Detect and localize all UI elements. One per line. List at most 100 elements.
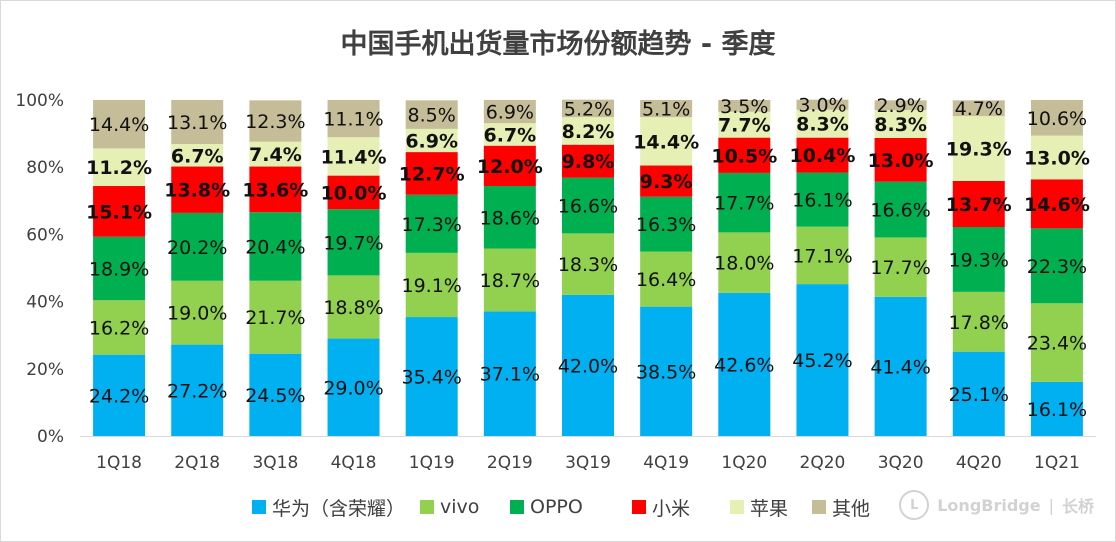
- data-label-vivo: 17.1%: [792, 245, 852, 267]
- bar-segment-apple: [640, 117, 693, 166]
- bar-segment-huawei: [640, 306, 693, 436]
- bar-segment-huawei: [562, 294, 614, 436]
- data-label-other: 6.9%: [486, 102, 534, 124]
- bar-segment-huawei: [405, 317, 458, 436]
- data-label-vivo: 18.7%: [480, 270, 540, 292]
- data-label-other: 3.0%: [798, 95, 846, 117]
- data-label-vivo: 18.8%: [323, 297, 383, 319]
- data-label-huawei: 24.2%: [89, 385, 149, 407]
- data-label-oppo: 17.7%: [714, 193, 774, 215]
- x-tick-label: 3Q18: [252, 453, 298, 473]
- data-label-vivo: 23.4%: [1027, 333, 1087, 355]
- x-tick-label: 4Q20: [956, 453, 1002, 473]
- data-label-oppo: 20.4%: [245, 236, 305, 258]
- bar-segment-vivo: [483, 248, 536, 312]
- bar-segment-other: [171, 100, 224, 145]
- y-tick-label: 100%: [15, 91, 64, 111]
- data-label-apple: 6.9%: [405, 130, 458, 152]
- data-label-apple: 6.7%: [483, 124, 536, 146]
- data-label-huawei: 42.6%: [714, 354, 774, 376]
- data-label-oppo: 16.1%: [792, 190, 852, 212]
- data-label-xiaomi: 12.0%: [477, 156, 543, 178]
- bar-segment-xiaomi: [796, 137, 849, 173]
- legend-swatch: [730, 500, 744, 514]
- data-label-other: 2.9%: [876, 95, 924, 117]
- data-label-vivo: 16.2%: [89, 317, 149, 339]
- bar-segment-apple: [952, 116, 1005, 181]
- bar-segment-vivo: [874, 237, 927, 297]
- bar-segment-vivo: [171, 280, 224, 345]
- data-label-other: 8.5%: [408, 105, 456, 127]
- data-label-huawei: 38.5%: [636, 361, 696, 383]
- data-label-huawei: 37.1%: [480, 364, 540, 386]
- data-label-apple: 6.7%: [171, 145, 224, 167]
- bar-segment-oppo: [405, 194, 458, 253]
- bar-segment-xiaomi: [718, 137, 771, 173]
- data-label-apple: 8.2%: [562, 121, 615, 143]
- data-label-apple: 11.4%: [321, 146, 387, 168]
- bar-segment-huawei: [796, 284, 849, 436]
- data-label-other: 14.4%: [89, 114, 149, 136]
- data-label-vivo: 19.1%: [402, 275, 462, 297]
- data-label-vivo: 17.8%: [949, 312, 1009, 334]
- data-label-oppo: 22.3%: [1027, 256, 1087, 278]
- legend-item-apple: 苹果: [730, 492, 788, 522]
- bar-segment-xiaomi: [562, 144, 614, 178]
- longbridge-watermark: L LongBridge | 长桥: [899, 490, 1094, 520]
- data-label-oppo: 18.9%: [89, 259, 149, 281]
- bar-segment-oppo: [1030, 228, 1083, 304]
- bar-segment-vivo: [718, 232, 771, 293]
- bar-segment-other: [562, 99, 614, 118]
- data-label-huawei: 29.0%: [323, 377, 383, 399]
- chart-title: 中国手机出货量市场份额趋势 - 季度: [340, 29, 776, 60]
- bar-segment-oppo: [640, 196, 693, 252]
- data-label-huawei: 35.4%: [402, 367, 462, 389]
- data-label-other: 12.3%: [245, 111, 305, 133]
- data-label-apple: 8.3%: [796, 114, 849, 136]
- bar-segment-apple: [796, 109, 849, 138]
- data-label-xiaomi: 14.6%: [1024, 194, 1090, 216]
- x-tick-label: 2Q19: [487, 453, 533, 473]
- x-tick-label: 2Q18: [174, 453, 220, 473]
- bar-segment-vivo: [93, 300, 146, 355]
- data-label-vivo: 18.3%: [558, 254, 618, 276]
- data-label-other: 11.1%: [323, 109, 383, 131]
- data-label-huawei: 16.1%: [1027, 399, 1087, 421]
- bar-segment-apple: [718, 111, 771, 138]
- data-label-oppo: 19.3%: [949, 249, 1009, 271]
- legend-swatch: [632, 500, 646, 514]
- data-label-xiaomi: 9.3%: [640, 171, 693, 193]
- y-tick-label: 0%: [37, 427, 64, 447]
- bar-segment-other: [249, 100, 302, 142]
- data-label-other: 13.1%: [167, 112, 227, 134]
- bar-segment-apple: [249, 141, 302, 167]
- bar-segment-apple: [562, 117, 614, 145]
- x-tick-label: 1Q18: [96, 453, 142, 473]
- watermark-brand: LongBridge: [937, 495, 1041, 515]
- bar-segment-xiaomi: [952, 180, 1005, 228]
- x-tick-label: 4Q18: [331, 453, 377, 473]
- bar-segment-huawei: [483, 311, 536, 436]
- legend-item-other: 其他: [812, 492, 870, 522]
- bar-segment-other: [796, 99, 849, 110]
- data-label-apple: 13.0%: [1024, 147, 1090, 169]
- data-label-oppo: 16.3%: [636, 214, 696, 236]
- bar-segment-vivo: [405, 252, 458, 318]
- data-label-huawei: 45.2%: [792, 350, 852, 372]
- watermark-cn: 长桥: [1061, 497, 1094, 516]
- bar-segment-vivo: [562, 233, 614, 295]
- y-tick-label: 60%: [26, 225, 64, 245]
- data-label-apple: 7.7%: [718, 115, 771, 137]
- bar-segment-xiaomi: [327, 175, 380, 210]
- data-label-huawei: 27.2%: [167, 380, 227, 402]
- data-label-other: 5.2%: [564, 98, 612, 120]
- legend-swatch: [252, 500, 266, 514]
- y-tick-label: 40%: [26, 293, 64, 313]
- bar-segment-oppo: [171, 212, 224, 281]
- legend-swatch: [812, 500, 826, 514]
- bar-segment-xiaomi: [405, 152, 458, 195]
- bar-segment-huawei: [93, 354, 146, 436]
- bar-segment-other: [718, 100, 771, 112]
- data-label-huawei: 41.4%: [870, 356, 930, 378]
- bar-segment-oppo: [874, 181, 927, 238]
